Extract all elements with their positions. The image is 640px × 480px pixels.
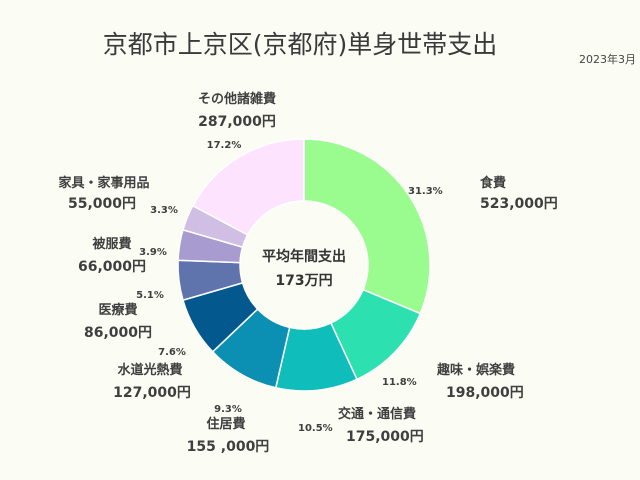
slice-label-0: 食費 — [480, 175, 506, 191]
chart-date: 2023年3月 — [579, 52, 636, 66]
slice-percent-4: 7.6% — [158, 347, 186, 358]
slice-percent-5: 5.1% — [136, 290, 164, 301]
slice-amount-8: 287,000円 — [198, 114, 276, 130]
slice-0 — [303, 138, 431, 315]
slice-percent-0: 31.3% — [408, 186, 443, 197]
slice-amount-0: 523,000円 — [480, 196, 558, 212]
slice-percent-6: 3.9% — [139, 247, 167, 258]
chart-title: 京都市上京区(京都府)単身世帯支出 — [103, 30, 498, 59]
slice-percent-3: 9.3% — [214, 404, 242, 415]
slice-label-8: その他諸雑費 — [198, 91, 276, 107]
slice-percent-8: 17.2% — [207, 140, 242, 151]
slice-amount-3: 155 ,000円 — [187, 439, 270, 455]
slice-amount-6: 66,000円 — [78, 259, 146, 275]
slice-amount-7: 55,000円 — [68, 196, 136, 212]
slice-label-2: 交通・通信費 — [338, 406, 416, 422]
slice-label-5: 医療費 — [98, 302, 137, 318]
center-value: 173万円 — [275, 273, 332, 289]
slice-8 — [191, 138, 305, 236]
labels-group: 食費 523,000円 31.3% 趣味・娯楽費 198,000円 11.8% 交通・通信費… — [58, 91, 557, 455]
slice-label-7: 家具・家事用品 — [58, 175, 149, 191]
slice-label-6: 被服費 — [91, 236, 131, 252]
slice-percent-2: 10.5% — [298, 423, 333, 434]
center-label: 平均年間支出 — [262, 248, 346, 265]
slice-amount-5: 86,000円 — [84, 325, 152, 341]
slice-percent-1: 11.8% — [382, 377, 417, 388]
slice-amount-4: 127,000円 — [113, 385, 191, 401]
slice-label-3: 住居費 — [206, 416, 245, 432]
slice-amount-1: 198,000円 — [446, 385, 524, 401]
slice-label-4: 水道光熱費 — [117, 362, 182, 378]
slices-group — [177, 138, 431, 392]
slice-amount-2: 175,000円 — [346, 429, 424, 445]
slice-label-1: 趣味・娯楽費 — [436, 362, 515, 378]
slice-percent-7: 3.3% — [150, 205, 178, 216]
